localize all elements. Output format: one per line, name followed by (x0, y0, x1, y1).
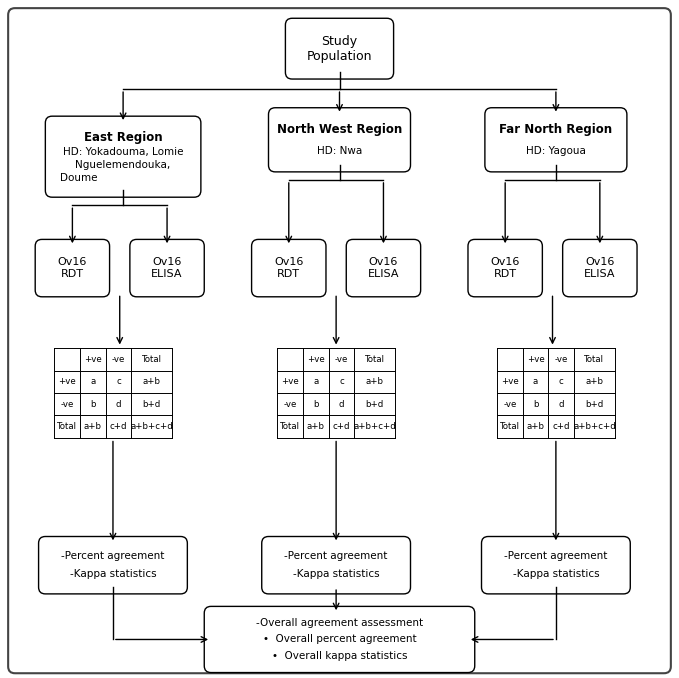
Text: Total: Total (57, 422, 77, 431)
Text: Total: Total (141, 355, 162, 364)
Text: b+d: b+d (585, 399, 604, 409)
Text: Ov16
RDT: Ov16 RDT (274, 258, 304, 279)
Text: a+b: a+b (366, 378, 384, 386)
Text: a+b+c+d: a+b+c+d (130, 422, 173, 431)
FancyBboxPatch shape (285, 18, 394, 79)
Text: Total: Total (365, 355, 385, 364)
Text: a+b: a+b (143, 378, 160, 386)
FancyBboxPatch shape (481, 536, 630, 594)
Text: c+d: c+d (109, 422, 127, 431)
Text: HD: Yokadouma, Lomie: HD: Yokadouma, Lomie (63, 147, 183, 157)
Text: a+b+c+d: a+b+c+d (353, 422, 396, 431)
Text: +ve: +ve (527, 355, 545, 364)
FancyBboxPatch shape (45, 116, 201, 197)
Text: HD: Yagoua: HD: Yagoua (526, 146, 586, 156)
Text: b+d: b+d (143, 399, 161, 409)
Text: Ov16
ELISA: Ov16 ELISA (368, 258, 399, 279)
Text: Total: Total (500, 422, 520, 431)
FancyBboxPatch shape (268, 108, 411, 172)
Text: a+b: a+b (307, 422, 325, 431)
Text: b: b (313, 399, 318, 409)
Text: Study
Population: Study Population (307, 35, 372, 62)
Text: -Percent agreement: -Percent agreement (504, 551, 608, 561)
Text: -ve: -ve (111, 355, 125, 364)
Text: Ov16
RDT: Ov16 RDT (58, 258, 87, 279)
Text: a: a (313, 378, 318, 386)
Text: c+d: c+d (553, 422, 570, 431)
Text: -Kappa statistics: -Kappa statistics (70, 569, 156, 579)
Text: c: c (339, 378, 344, 386)
Text: -Kappa statistics: -Kappa statistics (293, 569, 380, 579)
Text: •  Overall percent agreement: • Overall percent agreement (263, 635, 416, 645)
Text: Ov16
ELISA: Ov16 ELISA (584, 258, 616, 279)
Text: a+b+c+d: a+b+c+d (573, 422, 616, 431)
FancyBboxPatch shape (130, 239, 204, 297)
Text: +ve: +ve (58, 378, 76, 386)
Text: Far North Region: Far North Region (499, 123, 612, 136)
FancyBboxPatch shape (204, 606, 475, 673)
Text: East Region: East Region (84, 132, 162, 144)
Text: North West Region: North West Region (277, 123, 402, 136)
Text: -Percent agreement: -Percent agreement (285, 551, 388, 561)
Text: b: b (90, 399, 96, 409)
Text: -Kappa statistics: -Kappa statistics (513, 569, 599, 579)
FancyBboxPatch shape (8, 8, 671, 673)
Text: Ov16
RDT: Ov16 RDT (490, 258, 520, 279)
Text: a: a (90, 378, 95, 386)
FancyBboxPatch shape (252, 239, 326, 297)
Text: •  Overall kappa statistics: • Overall kappa statistics (272, 651, 407, 660)
Text: c: c (116, 378, 121, 386)
Text: a+b: a+b (84, 422, 102, 431)
Text: +ve: +ve (501, 378, 519, 386)
Text: b+d: b+d (365, 399, 384, 409)
FancyBboxPatch shape (35, 239, 109, 297)
FancyBboxPatch shape (346, 239, 421, 297)
Text: -ve: -ve (503, 399, 517, 409)
Text: d: d (115, 399, 121, 409)
FancyBboxPatch shape (261, 536, 411, 594)
Text: c+d: c+d (333, 422, 350, 431)
Text: d: d (339, 399, 344, 409)
Text: +ve: +ve (281, 378, 299, 386)
Text: +ve: +ve (84, 355, 102, 364)
Text: Nguelemendouka,: Nguelemendouka, (75, 161, 170, 170)
Text: a: a (533, 378, 538, 386)
Text: b: b (533, 399, 538, 409)
Text: d: d (559, 399, 564, 409)
FancyBboxPatch shape (39, 536, 187, 594)
FancyBboxPatch shape (468, 239, 543, 297)
Text: -Overall agreement assessment: -Overall agreement assessment (256, 618, 423, 629)
Text: HD: Nwa: HD: Nwa (317, 146, 362, 156)
Text: -ve: -ve (335, 355, 348, 364)
Text: Total: Total (585, 355, 604, 364)
Text: c: c (559, 378, 564, 386)
Text: Ov16
ELISA: Ov16 ELISA (151, 258, 183, 279)
Text: -ve: -ve (283, 399, 297, 409)
Text: Doume: Doume (60, 174, 98, 183)
Text: a+b: a+b (527, 422, 545, 431)
Text: -ve: -ve (555, 355, 568, 364)
Text: a+b: a+b (585, 378, 604, 386)
Text: -ve: -ve (60, 399, 73, 409)
FancyBboxPatch shape (563, 239, 637, 297)
Text: -Percent agreement: -Percent agreement (61, 551, 164, 561)
Text: +ve: +ve (307, 355, 325, 364)
Text: Total: Total (280, 422, 300, 431)
FancyBboxPatch shape (485, 108, 627, 172)
